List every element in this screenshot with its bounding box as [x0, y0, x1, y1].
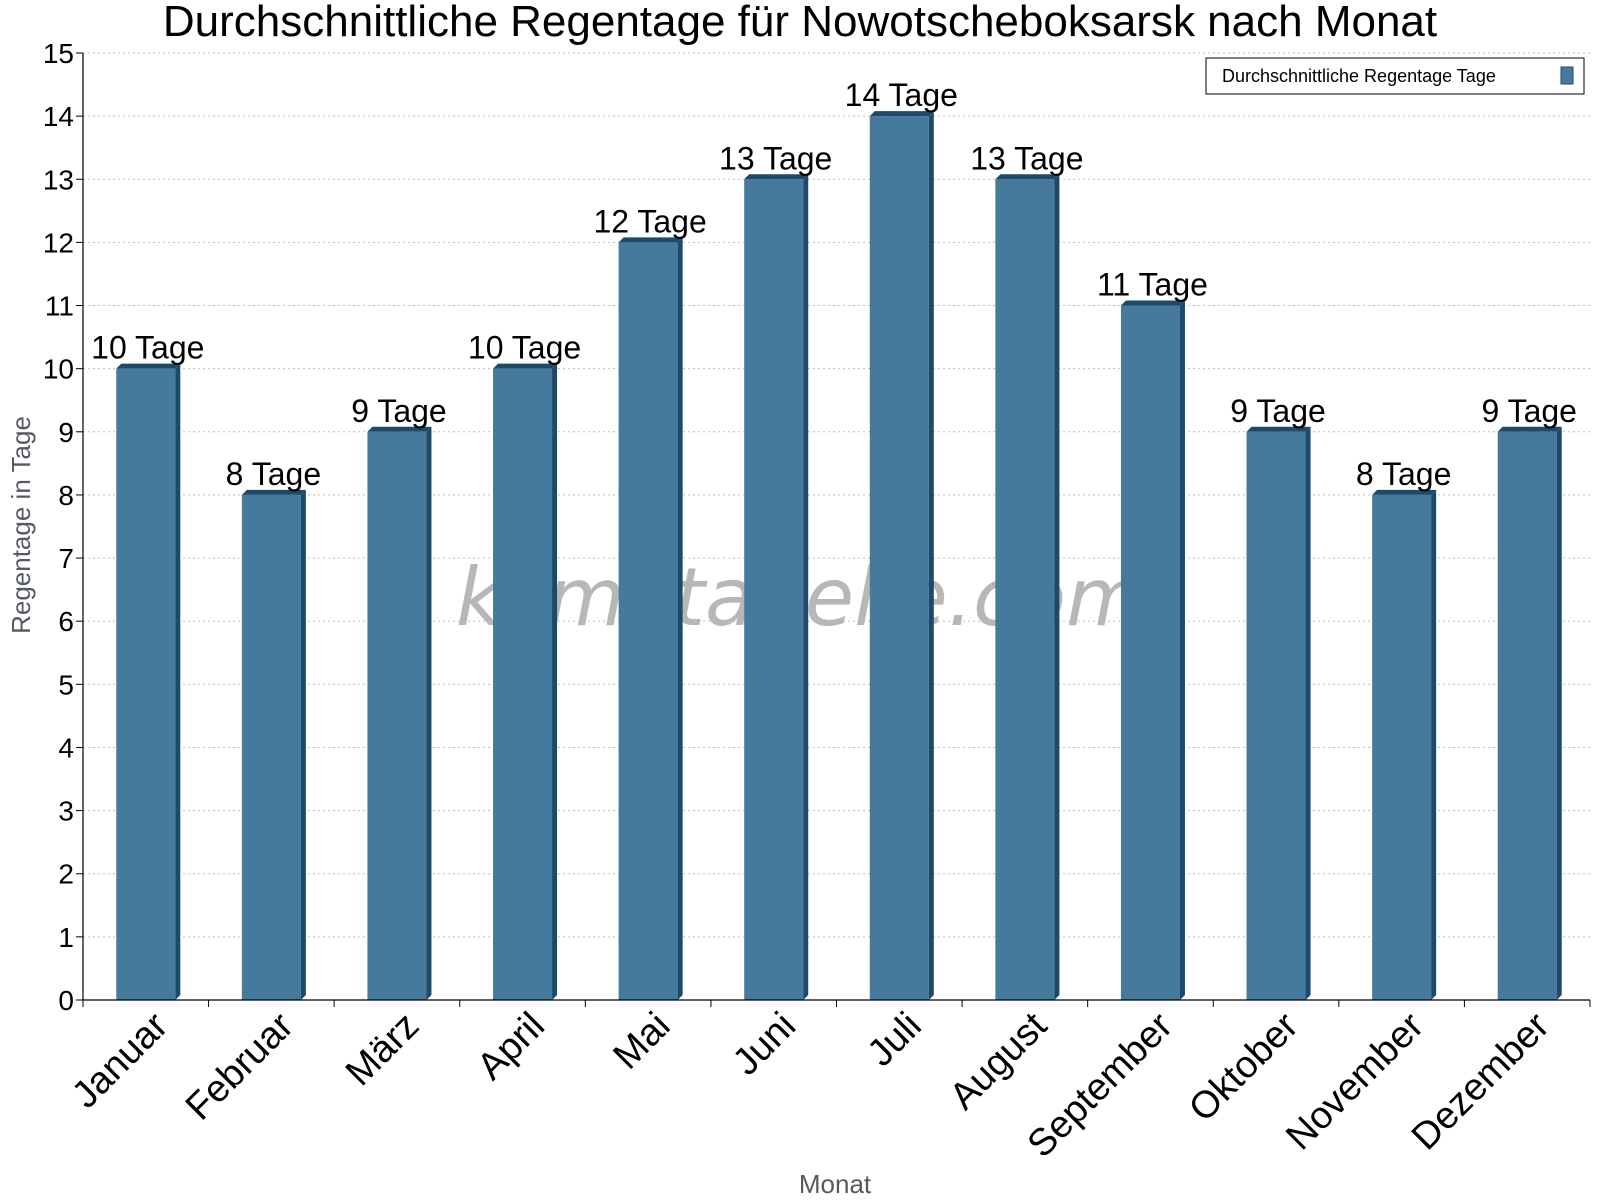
x-tick-label: Oktober: [1181, 1004, 1307, 1130]
bar-top: [367, 426, 432, 432]
y-tick-label: 9: [58, 417, 74, 448]
bar: [367, 431, 427, 1000]
bar-group: [744, 174, 809, 1000]
bar-top: [869, 111, 934, 117]
data-label: 11 Tage: [1097, 267, 1208, 303]
bar-group: [1497, 426, 1562, 1000]
bar-side: [1556, 426, 1562, 1000]
x-tick-label: November: [1278, 1004, 1432, 1158]
bar-top: [493, 363, 558, 369]
y-tick-label: 2: [58, 859, 74, 890]
bar-group: [618, 237, 683, 1000]
legend-box: [1205, 57, 1585, 95]
bar-group: [869, 111, 934, 1001]
bar-side: [928, 111, 934, 1001]
data-label: 10 Tage: [468, 330, 581, 366]
y-tick-label: 8: [58, 480, 74, 511]
data-label: 9 Tage: [351, 393, 447, 429]
bar-top: [1497, 426, 1562, 432]
data-label: 13 Tage: [719, 140, 832, 176]
bar-side: [175, 363, 181, 1001]
bar-side: [803, 174, 809, 1000]
legend: Durchschnittliche Regentage Tage: [1205, 57, 1585, 95]
y-tick-label: 10: [43, 354, 74, 385]
x-tick-label: Juni: [725, 1005, 804, 1084]
data-label: 10 Tage: [91, 330, 204, 366]
x-tick-label: Juli: [860, 1005, 930, 1075]
y-tick-label: 3: [58, 796, 74, 827]
bar-group: [493, 363, 558, 1001]
bar-side: [300, 489, 306, 1000]
y-tick-label: 4: [58, 732, 74, 763]
data-labels: 10 Tage 8 Tage 9 Tage 10 Tage 12 Tage 13 Tage…: [91, 77, 1577, 492]
data-label: 9 Tage: [1230, 393, 1326, 429]
bar-group: [367, 426, 432, 1000]
x-tick-label: April: [469, 1005, 552, 1088]
bar-group: [1246, 426, 1311, 1000]
bar-group: [1120, 300, 1185, 1000]
bar-top: [995, 174, 1060, 180]
bar-group: [995, 174, 1060, 1000]
bar: [1246, 431, 1306, 1000]
y-tick-label: 14: [43, 101, 74, 132]
y-tick-label: 7: [58, 543, 74, 574]
bar: [995, 179, 1055, 1000]
x-tick-label: Dezember: [1404, 1004, 1558, 1158]
legend-label: Durchschnittliche Regentage Tage: [1222, 66, 1496, 86]
bar-top: [618, 237, 683, 243]
bar-group: [1372, 489, 1437, 1000]
bars: [116, 111, 1562, 1001]
bar: [241, 494, 301, 1000]
x-axis-label: Monat: [799, 1169, 872, 1199]
y-tick-label: 5: [58, 669, 74, 700]
bar-group: [241, 489, 306, 1000]
bar-group: [116, 363, 181, 1001]
x-tick-label: März: [338, 1005, 427, 1094]
x-tick-label: Januar: [64, 1004, 176, 1116]
bar-top: [744, 174, 809, 180]
x-tick-label: August: [942, 1004, 1056, 1118]
gridlines: [83, 52, 1590, 938]
y-tick-label: 6: [58, 606, 74, 637]
bar: [618, 242, 678, 1000]
bar-top: [1372, 489, 1437, 495]
bar-side: [1305, 426, 1311, 1000]
y-tick-label: 15: [43, 38, 74, 69]
data-label: 9 Tage: [1481, 393, 1577, 429]
bar: [1120, 305, 1180, 1000]
x-tick-label: Mai: [605, 1005, 678, 1078]
chart-title: Durchschnittliche Regentage für Nowotsch…: [163, 0, 1437, 46]
bar-top: [1120, 300, 1185, 306]
y-tick-label: 1: [58, 922, 74, 953]
bar-top: [1246, 426, 1311, 432]
y-tick-label: 13: [43, 164, 74, 195]
data-label: 13 Tage: [970, 140, 1083, 176]
data-label: 8 Tage: [1356, 456, 1452, 492]
data-label: 14 Tage: [845, 77, 958, 113]
bar-side: [426, 426, 432, 1000]
bar-side: [1054, 174, 1060, 1000]
bar: [744, 179, 804, 1000]
bar: [1497, 431, 1557, 1000]
bar: [116, 368, 176, 1001]
bar: [869, 116, 929, 1001]
bar-top: [241, 489, 306, 495]
y-axis-label: Regentage in Tage: [6, 416, 36, 634]
bar: [1372, 494, 1432, 1000]
y-tick-label: 0: [58, 985, 74, 1016]
legend-swatch: [1560, 66, 1574, 85]
x-tick-label: Februar: [178, 1004, 302, 1128]
y-tick-label: 12: [43, 227, 74, 258]
data-label: 8 Tage: [226, 456, 322, 492]
bar: [493, 368, 553, 1001]
bar-side: [1431, 489, 1437, 1000]
bar-top: [116, 363, 181, 369]
bar-side: [677, 237, 683, 1000]
bar-side: [552, 363, 558, 1001]
data-label: 12 Tage: [593, 203, 706, 239]
y-tick-label: 11: [45, 291, 74, 322]
bar-side: [1179, 300, 1185, 1000]
